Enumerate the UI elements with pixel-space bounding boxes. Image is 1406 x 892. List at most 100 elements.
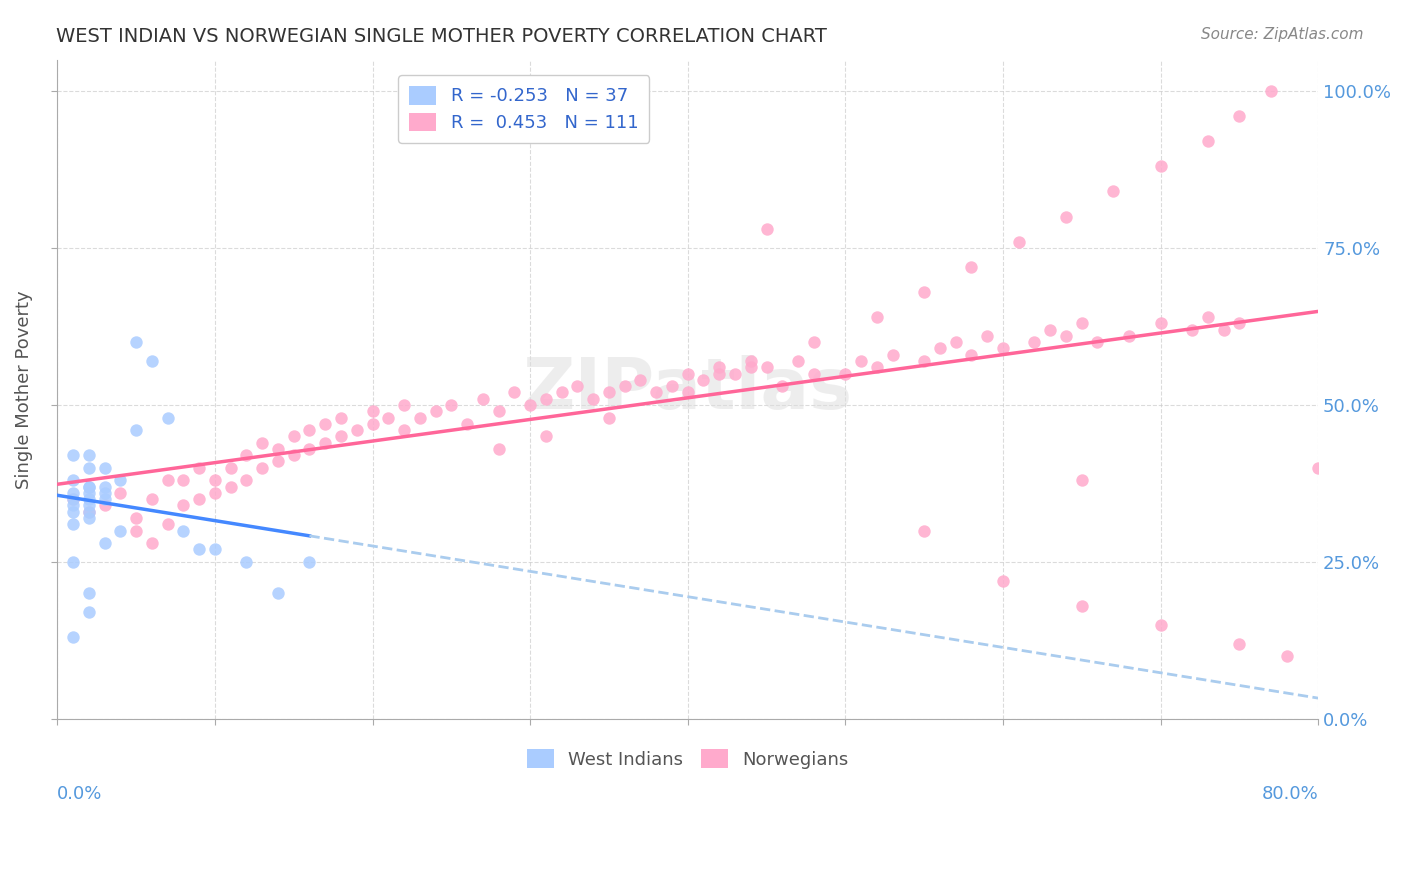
- Point: [125, 335, 148, 350]
- Point: [471, 392, 494, 406]
- Point: [93, 499, 115, 513]
- Point: [330, 429, 353, 443]
- Point: [960, 260, 983, 274]
- Point: [519, 398, 541, 412]
- Point: [110, 524, 132, 538]
- Point: [250, 435, 273, 450]
- Point: [93, 480, 115, 494]
- Point: [110, 473, 132, 487]
- Point: [156, 473, 179, 487]
- Point: [172, 473, 194, 487]
- Point: [645, 385, 668, 400]
- Point: [77, 480, 100, 494]
- Point: [77, 486, 100, 500]
- Point: [1197, 310, 1219, 324]
- Point: [77, 511, 100, 525]
- Point: [709, 360, 731, 375]
- Point: [1070, 316, 1092, 330]
- Point: [77, 586, 100, 600]
- Point: [93, 536, 115, 550]
- Point: [724, 367, 747, 381]
- Point: [62, 492, 84, 507]
- Point: [503, 385, 526, 400]
- Point: [976, 329, 998, 343]
- Point: [676, 385, 699, 400]
- Point: [267, 454, 290, 468]
- Point: [488, 442, 510, 456]
- Point: [598, 410, 620, 425]
- Point: [1308, 460, 1330, 475]
- Point: [912, 524, 935, 538]
- Point: [803, 367, 825, 381]
- Text: 0.0%: 0.0%: [58, 785, 103, 803]
- Point: [692, 373, 714, 387]
- Point: [1275, 649, 1298, 664]
- Point: [392, 398, 415, 412]
- Point: [188, 542, 211, 557]
- Point: [1024, 335, 1046, 350]
- Point: [740, 354, 762, 368]
- Point: [204, 542, 226, 557]
- Point: [770, 379, 793, 393]
- Point: [488, 404, 510, 418]
- Point: [912, 285, 935, 299]
- Point: [803, 335, 825, 350]
- Point: [110, 486, 132, 500]
- Point: [77, 460, 100, 475]
- Point: [1149, 316, 1171, 330]
- Point: [77, 505, 100, 519]
- Point: [156, 517, 179, 532]
- Point: [912, 354, 935, 368]
- Point: [1008, 235, 1031, 249]
- Point: [235, 473, 257, 487]
- Point: [1070, 599, 1092, 613]
- Point: [283, 448, 305, 462]
- Point: [1227, 109, 1250, 123]
- Point: [440, 398, 463, 412]
- Point: [283, 429, 305, 443]
- Point: [62, 630, 84, 644]
- Point: [991, 342, 1014, 356]
- Point: [567, 379, 589, 393]
- Point: [77, 480, 100, 494]
- Point: [1227, 316, 1250, 330]
- Point: [1181, 323, 1204, 337]
- Point: [250, 460, 273, 475]
- Point: [991, 574, 1014, 588]
- Point: [661, 379, 683, 393]
- Point: [141, 354, 163, 368]
- Point: [62, 499, 84, 513]
- Point: [409, 410, 432, 425]
- Text: Source: ZipAtlas.com: Source: ZipAtlas.com: [1201, 27, 1364, 42]
- Legend: West Indians, Norwegians: West Indians, Norwegians: [519, 742, 856, 776]
- Point: [204, 473, 226, 487]
- Point: [377, 410, 399, 425]
- Point: [314, 417, 336, 431]
- Point: [928, 342, 950, 356]
- Point: [960, 348, 983, 362]
- Point: [361, 417, 384, 431]
- Point: [755, 222, 778, 236]
- Point: [550, 385, 572, 400]
- Point: [755, 360, 778, 375]
- Point: [77, 499, 100, 513]
- Point: [630, 373, 652, 387]
- Point: [1149, 617, 1171, 632]
- Point: [392, 423, 415, 437]
- Point: [77, 492, 100, 507]
- Point: [361, 404, 384, 418]
- Point: [882, 348, 904, 362]
- Point: [77, 605, 100, 619]
- Point: [456, 417, 478, 431]
- Point: [945, 335, 967, 350]
- Text: WEST INDIAN VS NORWEGIAN SINGLE MOTHER POVERTY CORRELATION CHART: WEST INDIAN VS NORWEGIAN SINGLE MOTHER P…: [56, 27, 827, 45]
- Point: [866, 310, 889, 324]
- Point: [582, 392, 605, 406]
- Point: [204, 486, 226, 500]
- Point: [1118, 329, 1140, 343]
- Point: [62, 448, 84, 462]
- Point: [1212, 323, 1234, 337]
- Point: [1054, 329, 1077, 343]
- Point: [1149, 159, 1171, 173]
- Point: [62, 486, 84, 500]
